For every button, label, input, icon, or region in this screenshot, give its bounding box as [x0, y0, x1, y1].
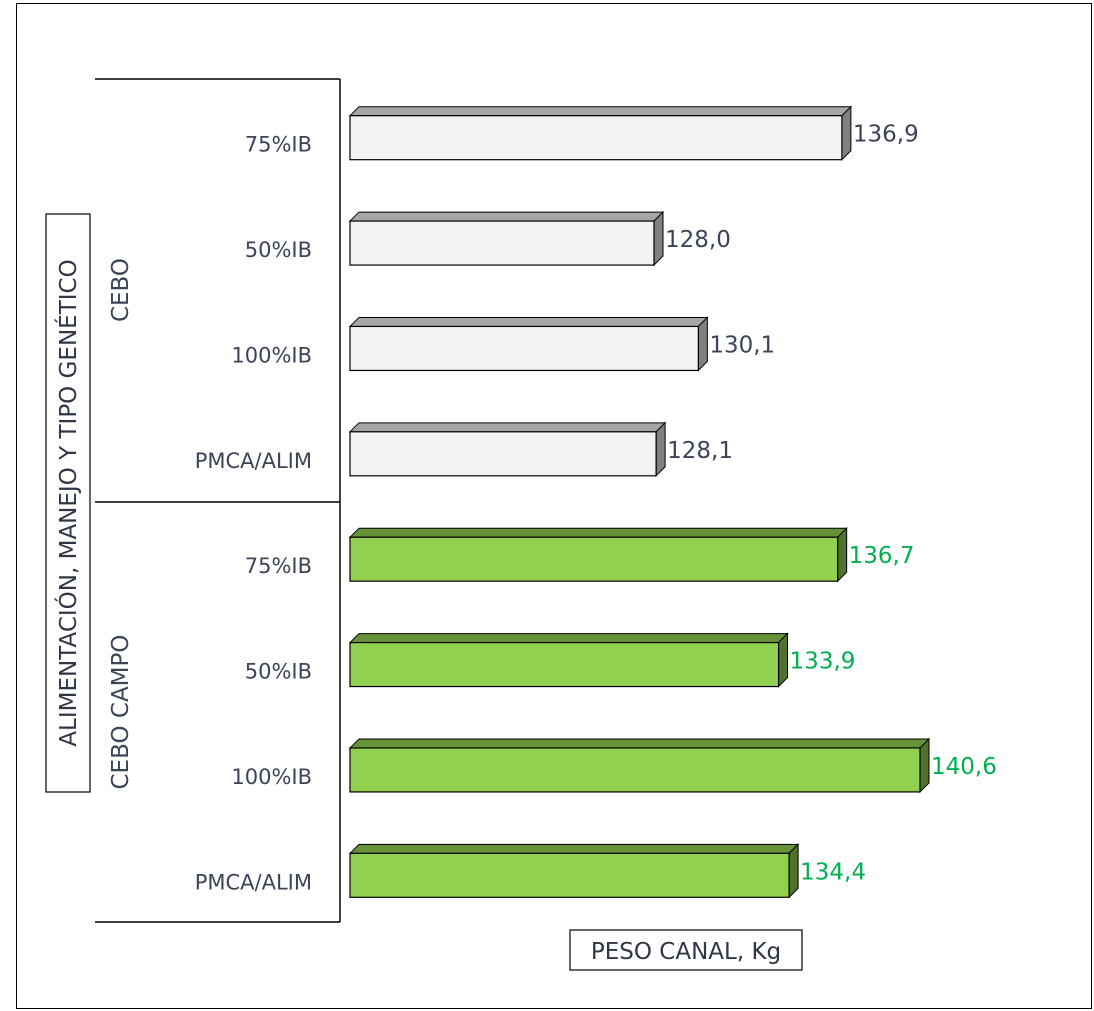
- bar-side-face: [919, 737, 930, 794]
- bar-front-face: [349, 852, 790, 898]
- bar-top-face: [348, 106, 853, 117]
- value-label: 134,4: [800, 859, 866, 885]
- bar-cebo-campo-75ib: [348, 526, 848, 583]
- chart-frame: [16, 3, 1092, 1009]
- tick-label: 75%IB: [245, 554, 312, 578]
- bar-side-face: [841, 105, 852, 161]
- bar-top-face: [348, 422, 667, 433]
- bar-cebo-pmcaalim: [348, 421, 667, 478]
- value-label: 136,7: [849, 543, 915, 569]
- bar-front-face: [349, 536, 839, 582]
- value-label: 128,1: [667, 438, 733, 464]
- y-axis-title: ALIMENTACIÓN, MANEJO Y TIPO GENÉTICO: [45, 213, 91, 793]
- bar-front-face: [349, 325, 699, 372]
- tick-label: PMCA/ALIM: [195, 449, 312, 473]
- tick-label: PMCA/ALIM: [195, 870, 312, 894]
- bar-side-face: [788, 843, 799, 899]
- bar-front-face: [349, 431, 657, 477]
- tick-label: 50%IB: [245, 238, 312, 262]
- bar-top-face: [348, 527, 848, 538]
- bar-cebo-campo-pmcaalim: [348, 843, 800, 899]
- bar-front-face: [349, 220, 655, 266]
- tick-label: 100%IB: [231, 765, 312, 789]
- bar-top-face: [348, 211, 665, 222]
- value-label: 136,9: [853, 122, 919, 148]
- bar-side-face: [653, 210, 664, 267]
- x-axis-title-text: PESO CANAL, Kg: [591, 939, 781, 965]
- bar-front-face: [349, 641, 780, 688]
- bar-cebo-50ib: [348, 210, 665, 267]
- y-axis-title-box: [45, 213, 91, 793]
- bar-cebo-campo-50ib: [348, 632, 789, 688]
- bar-top-face: [348, 738, 931, 749]
- bar-side-face: [655, 421, 666, 478]
- value-label: 133,9: [790, 649, 856, 675]
- x-axis-title: PESO CANAL, Kg: [569, 929, 803, 971]
- tick-label: 50%IB: [245, 660, 312, 684]
- bar-cebo-100ib: [348, 316, 709, 372]
- bar-front-face: [349, 115, 843, 161]
- tick-label: 100%IB: [231, 343, 312, 367]
- bar-top-face: [348, 633, 789, 644]
- bar-side-face: [697, 316, 708, 372]
- bar-front-face: [349, 747, 921, 793]
- y-axis-title-text: ALIMENTACIÓN, MANEJO Y TIPO GENÉTICO: [54, 259, 82, 746]
- value-label: 140,6: [931, 754, 997, 780]
- value-label: 128,0: [665, 227, 731, 253]
- bar-cebo-campo-100ib: [348, 737, 931, 794]
- bar-cebo-75ib: [348, 105, 853, 161]
- value-label: 130,1: [709, 332, 775, 358]
- bar-top-face: [348, 843, 800, 854]
- group-label-cebo: CEBO: [108, 258, 134, 322]
- bar-top-face: [348, 316, 709, 327]
- tick-label: 75%IB: [245, 133, 312, 157]
- x-axis-title-box: [569, 929, 803, 971]
- bar-side-face: [778, 632, 789, 688]
- group-label-cebo-campo: CEBO CAMPO: [108, 635, 134, 790]
- bar-side-face: [837, 526, 848, 583]
